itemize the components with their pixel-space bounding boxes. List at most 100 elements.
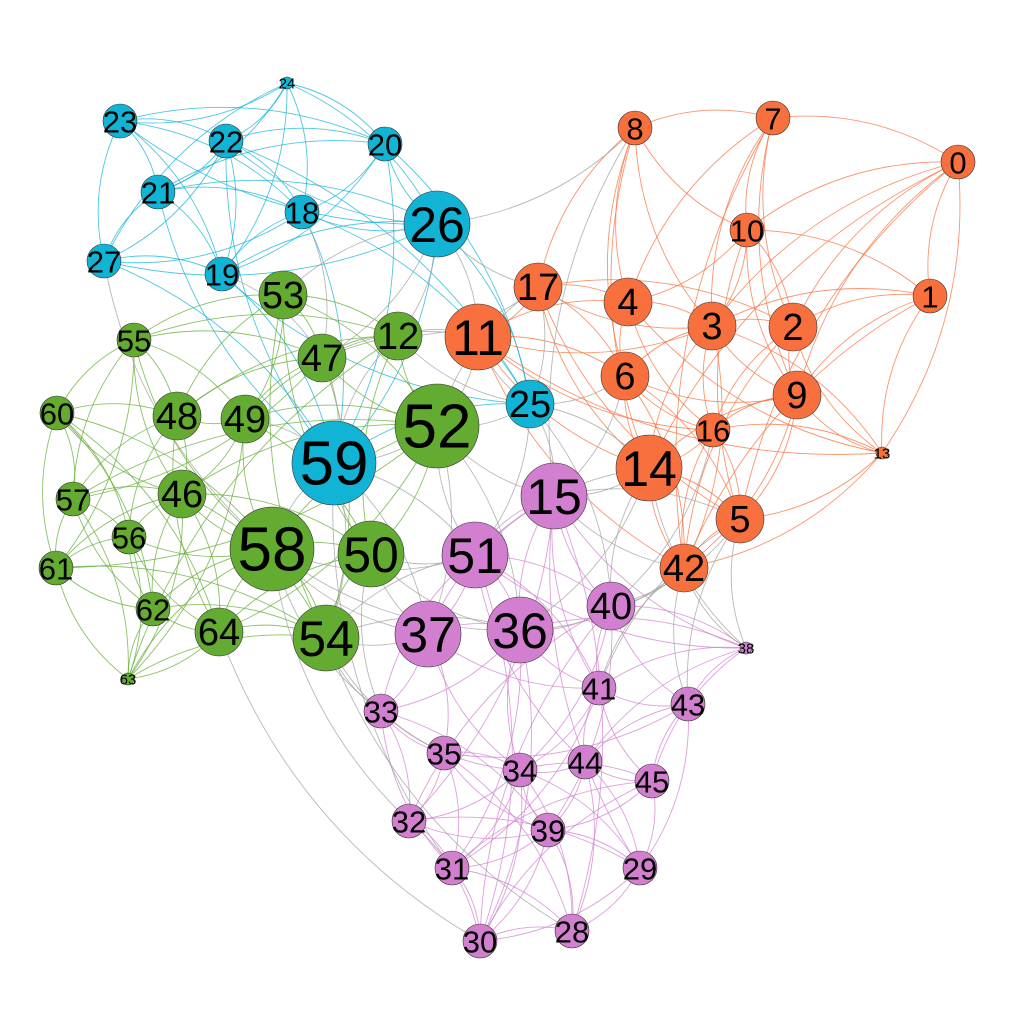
node-14-circle [615,434,683,502]
node-55: 55 [116,322,152,359]
edge-22-59 [225,140,335,464]
node-26-label: 26 [409,197,465,253]
edge-26-21 [157,179,438,225]
edge-12-55 [133,313,399,341]
edge-29-34 [519,769,641,869]
edge-63-57 [72,498,129,680]
node-9-label: 9 [786,375,807,417]
edge-1-3 [711,288,931,327]
node-21-label: 21 [141,176,175,211]
node-59-circle [291,420,377,506]
node-56-label: 56 [112,521,146,556]
edge-2-17 [537,279,794,328]
node-5: 5 [715,494,765,544]
node-44-circle [567,744,603,780]
node-13-circle [875,446,889,460]
node-33-label: 33 [364,695,398,730]
edge-15-29 [549,495,641,869]
edge-28-15 [553,495,604,932]
edge-0-14 [648,161,959,469]
node-30-circle [462,923,498,959]
node-57: 57 [55,481,91,518]
node-64: 64 [194,607,244,657]
node-6-label: 6 [614,356,635,398]
edge-0-7 [772,115,959,163]
edge-30-36 [479,629,533,942]
edge-40-16 [610,429,714,607]
node-2-label: 2 [782,307,803,349]
edge-20-21 [157,140,386,193]
node-43-circle [670,686,706,722]
node-53-circle [258,270,308,320]
node-8: 8 [617,110,653,147]
node-46: 46 [157,469,207,519]
node-20-label: 20 [368,128,402,163]
node-39-circle [530,812,566,848]
edge-62-60 [56,412,154,610]
edge-40-25 [529,403,612,607]
node-64-circle [194,607,244,657]
node-12: 12 [373,311,423,361]
edge-59-20 [333,143,395,464]
node-10: 10 [729,212,765,249]
node-22-label: 22 [209,125,243,160]
node-2-circle [768,302,818,352]
node-61-label: 61 [39,552,73,587]
node-1-label: 1 [921,280,938,315]
edge-0-3 [711,161,959,327]
node-34-label: 34 [503,754,537,789]
node-37-circle [394,600,462,668]
node-40: 40 [586,581,636,631]
node-10-label: 10 [730,214,764,249]
node-5-label: 5 [729,499,750,541]
node-60-circle [39,395,75,431]
node-49-circle [220,394,270,444]
node-63-circle [121,672,135,686]
node-15-circle [520,462,588,530]
node-47-circle [297,333,347,383]
node-23-label: 23 [103,105,137,140]
node-38-label: 38 [738,641,755,658]
node-26-circle [403,190,471,258]
node-22: 22 [208,123,244,160]
node-33-circle [363,693,399,729]
node-49-label: 49 [224,399,266,441]
edge-55-57 [72,339,135,500]
node-58: 58 [229,506,315,592]
node-25: 25 [505,379,555,429]
node-46-circle [157,469,207,519]
node-41-label: 41 [582,672,616,707]
edge-24-27 [103,82,288,262]
node-46-label: 46 [161,474,203,516]
node-48-label: 48 [156,396,198,438]
node-11-circle [444,303,512,371]
node-52-label: 52 [403,393,472,462]
edge-7-2 [762,117,794,328]
node-53-label: 53 [262,275,304,317]
node-15-label: 15 [526,469,582,525]
node-3: 3 [687,301,737,351]
node-24: 24 [279,76,296,93]
edge-8-10 [634,127,748,231]
node-54: 54 [292,604,360,672]
node-29: 29 [622,850,658,887]
node-53: 53 [258,270,308,320]
edge-7-9 [758,117,798,396]
node-3-label: 3 [701,306,722,348]
edge-13-16 [712,423,883,454]
node-20-circle [367,126,403,162]
node-21: 21 [140,174,176,211]
edge-19-25 [221,273,531,405]
node-16-label: 16 [696,414,730,449]
node-27-circle [86,243,122,279]
node-24-circle [280,76,294,90]
edge-40-32 [408,605,612,822]
node-62: 62 [135,591,171,628]
node-42-circle [659,543,709,593]
node-31-label: 31 [435,852,469,887]
edge-32-15 [408,495,555,822]
node-29-circle [622,850,658,886]
edge-25-20 [384,143,531,405]
